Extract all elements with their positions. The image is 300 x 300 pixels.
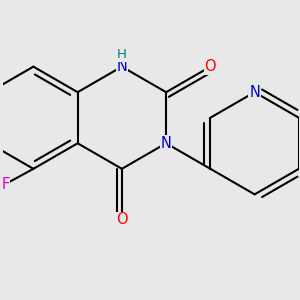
Text: O: O (205, 59, 216, 74)
Text: H: H (117, 48, 127, 61)
Text: O: O (116, 212, 128, 227)
Text: N: N (116, 59, 127, 74)
Text: N: N (249, 85, 260, 100)
Text: N: N (161, 136, 172, 151)
Text: F: F (1, 177, 9, 192)
